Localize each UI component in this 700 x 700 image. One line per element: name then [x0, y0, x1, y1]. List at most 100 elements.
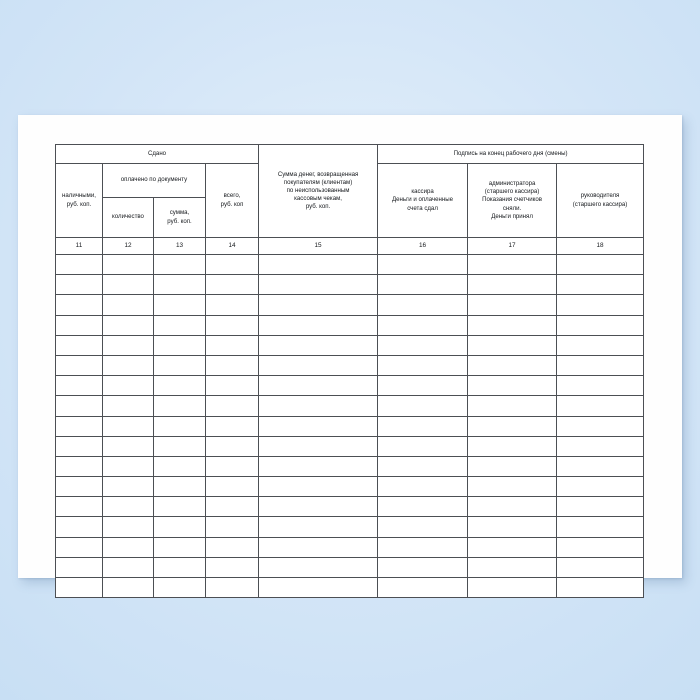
table-cell[interactable] — [204, 274, 260, 296]
table-cell[interactable] — [467, 395, 558, 417]
table-cell[interactable] — [377, 516, 469, 538]
table-cell[interactable] — [204, 435, 260, 457]
table-cell[interactable] — [153, 476, 206, 498]
table-row[interactable] — [55, 435, 645, 457]
table-cell[interactable] — [55, 435, 103, 457]
table-cell[interactable] — [153, 253, 206, 276]
table-row[interactable] — [55, 334, 645, 356]
table-cell[interactable] — [102, 334, 154, 356]
table-cell[interactable] — [258, 375, 379, 397]
table-cell[interactable] — [377, 294, 469, 316]
table-cell[interactable] — [258, 314, 379, 336]
table-cell[interactable] — [377, 476, 469, 498]
table-cell[interactable] — [102, 314, 154, 336]
table-cell[interactable] — [102, 556, 154, 579]
table-cell[interactable] — [204, 415, 260, 437]
table-cell[interactable] — [377, 435, 469, 457]
table-cell[interactable] — [258, 274, 379, 296]
table-row[interactable] — [55, 576, 645, 599]
table-cell[interactable] — [153, 556, 206, 579]
table-cell[interactable] — [556, 314, 645, 336]
table-row[interactable] — [55, 375, 645, 397]
table-cell[interactable] — [204, 375, 260, 397]
table-cell[interactable] — [467, 435, 558, 457]
table-cell[interactable] — [377, 556, 469, 579]
table-cell[interactable] — [258, 415, 379, 437]
table-cell[interactable] — [55, 294, 103, 316]
table-cell[interactable] — [102, 435, 154, 457]
table-row[interactable] — [55, 354, 645, 377]
table-cell[interactable] — [467, 274, 558, 296]
table-cell[interactable] — [467, 556, 558, 579]
table-cell[interactable] — [377, 395, 469, 417]
table-cell[interactable] — [153, 274, 206, 296]
table-cell[interactable] — [377, 455, 469, 478]
table-cell[interactable] — [102, 354, 154, 377]
table-cell[interactable] — [258, 334, 379, 356]
table-cell[interactable] — [102, 536, 154, 558]
table-cell[interactable] — [467, 516, 558, 538]
table-cell[interactable] — [258, 294, 379, 316]
table-cell[interactable] — [153, 455, 206, 478]
table-cell[interactable] — [55, 415, 103, 437]
table-cell[interactable] — [153, 354, 206, 377]
table-cell[interactable] — [102, 496, 154, 518]
table-cell[interactable] — [102, 455, 154, 478]
table-cell[interactable] — [556, 496, 645, 518]
table-cell[interactable] — [556, 476, 645, 498]
table-row[interactable] — [55, 314, 645, 336]
table-cell[interactable] — [102, 253, 154, 276]
table-cell[interactable] — [102, 274, 154, 296]
table-cell[interactable] — [204, 294, 260, 316]
table-cell[interactable] — [556, 395, 645, 417]
table-cell[interactable] — [153, 334, 206, 356]
table-cell[interactable] — [204, 395, 260, 417]
table-cell[interactable] — [55, 354, 103, 377]
table-cell[interactable] — [102, 415, 154, 437]
table-cell[interactable] — [55, 395, 103, 417]
table-row[interactable] — [55, 516, 645, 538]
table-cell[interactable] — [467, 294, 558, 316]
table-cell[interactable] — [204, 576, 260, 599]
table-cell[interactable] — [556, 576, 645, 599]
table-cell[interactable] — [556, 556, 645, 579]
table-cell[interactable] — [556, 415, 645, 437]
table-cell[interactable] — [258, 476, 379, 498]
table-cell[interactable] — [467, 536, 558, 558]
table-cell[interactable] — [377, 354, 469, 377]
table-cell[interactable] — [556, 516, 645, 538]
table-cell[interactable] — [102, 395, 154, 417]
table-row[interactable] — [55, 556, 645, 579]
table-cell[interactable] — [55, 536, 103, 558]
table-cell[interactable] — [556, 294, 645, 316]
table-cell[interactable] — [153, 375, 206, 397]
table-cell[interactable] — [55, 334, 103, 356]
table-cell[interactable] — [153, 536, 206, 558]
table-cell[interactable] — [556, 455, 645, 478]
table-cell[interactable] — [153, 435, 206, 457]
table-cell[interactable] — [556, 274, 645, 296]
table-cell[interactable] — [377, 576, 469, 599]
table-row[interactable] — [55, 536, 645, 558]
table-cell[interactable] — [556, 334, 645, 356]
table-cell[interactable] — [556, 253, 645, 276]
table-cell[interactable] — [204, 314, 260, 336]
table-cell[interactable] — [258, 253, 379, 276]
table-cell[interactable] — [153, 576, 206, 599]
table-cell[interactable] — [467, 415, 558, 437]
table-cell[interactable] — [377, 375, 469, 397]
table-cell[interactable] — [204, 476, 260, 498]
table-cell[interactable] — [377, 496, 469, 518]
table-row[interactable] — [55, 274, 645, 296]
table-cell[interactable] — [556, 375, 645, 397]
table-cell[interactable] — [258, 496, 379, 518]
table-cell[interactable] — [55, 455, 103, 478]
table-cell[interactable] — [204, 334, 260, 356]
table-cell[interactable] — [204, 455, 260, 478]
table-cell[interactable] — [153, 496, 206, 518]
table-cell[interactable] — [153, 415, 206, 437]
table-cell[interactable] — [153, 314, 206, 336]
table-cell[interactable] — [204, 253, 260, 276]
table-cell[interactable] — [377, 415, 469, 437]
table-cell[interactable] — [204, 536, 260, 558]
